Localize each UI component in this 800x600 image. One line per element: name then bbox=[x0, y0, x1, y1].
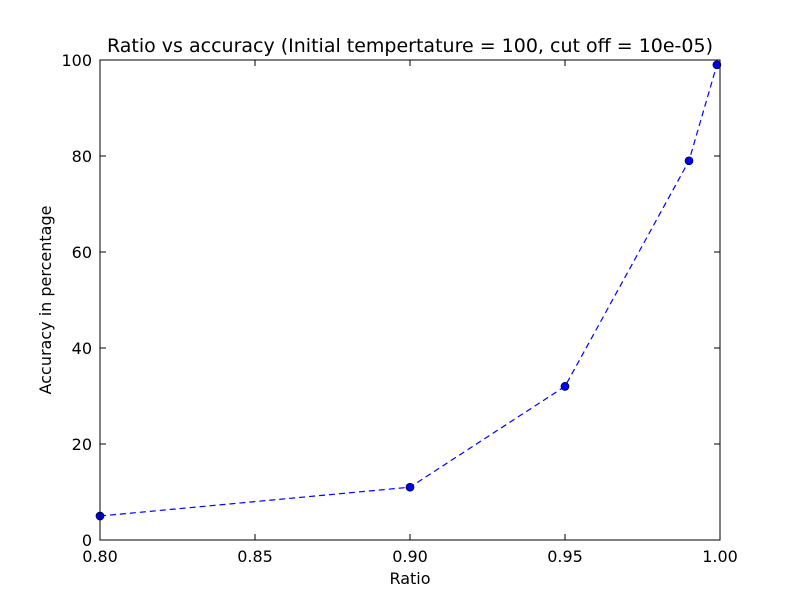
x-tick-label: 0.90 bbox=[392, 547, 428, 566]
x-tick-label: 0.85 bbox=[237, 547, 273, 566]
data-point bbox=[560, 382, 570, 391]
y-tick-label: 20 bbox=[72, 435, 92, 454]
y-axis-label: Accuracy in percentage bbox=[36, 206, 55, 395]
data-point bbox=[405, 482, 415, 492]
data-point bbox=[684, 156, 694, 166]
x-axis-label: Ratio bbox=[389, 569, 430, 588]
plot-frame bbox=[99, 59, 721, 541]
series-line bbox=[99, 64, 718, 517]
y-tick-label: 40 bbox=[72, 339, 92, 358]
x-tick-label: 0.80 bbox=[82, 547, 118, 566]
chart-title: Ratio vs accuracy (Initial tempertature … bbox=[107, 35, 713, 57]
data-point bbox=[712, 60, 722, 70]
y-tick-label: 60 bbox=[72, 243, 92, 262]
x-tick-label: 1.00 bbox=[702, 547, 738, 566]
y-tick-label: 0 bbox=[82, 531, 92, 550]
ticks-layer: 0.80 0.85 0.90 0.95 1.00 0 20 40 60 80 100 bbox=[61, 51, 737, 566]
x-tick-label: 0.95 bbox=[547, 547, 583, 566]
y-tick-label: 100 bbox=[61, 51, 92, 70]
y-tick-label: 80 bbox=[72, 147, 92, 166]
series-layer bbox=[95, 60, 722, 521]
